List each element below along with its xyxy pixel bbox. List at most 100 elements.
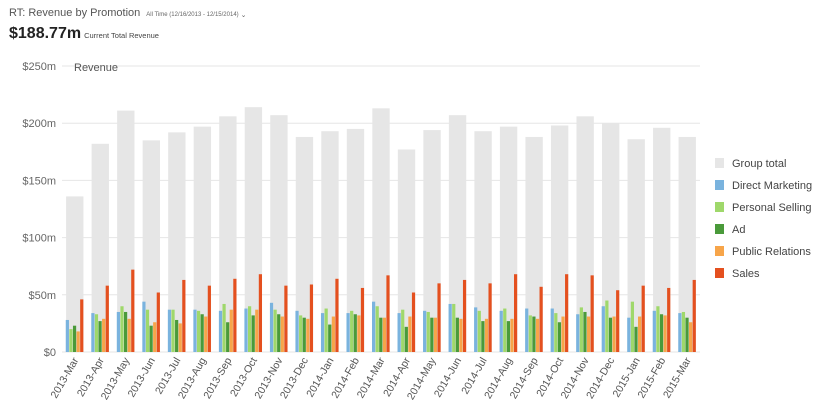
bar-personal-selling[interactable]	[503, 308, 507, 352]
bar-group-total[interactable]	[270, 115, 288, 352]
bar-sales[interactable]	[462, 279, 467, 352]
bar-direct-marketing[interactable]	[397, 313, 401, 352]
bar-sales[interactable]	[488, 283, 492, 352]
bar-personal-selling[interactable]	[681, 311, 686, 352]
bar-personal-selling[interactable]	[579, 307, 583, 352]
bar-sales[interactable]	[105, 285, 109, 352]
bar-ad[interactable]	[583, 311, 587, 352]
bar-ad[interactable]	[277, 314, 281, 352]
bar-group-total[interactable]	[142, 140, 160, 352]
bar-direct-marketing[interactable]	[525, 308, 529, 352]
bar-public-relations[interactable]	[408, 316, 412, 352]
bar-direct-marketing[interactable]	[576, 314, 580, 352]
bar-personal-selling[interactable]	[452, 303, 456, 352]
bar-sales[interactable]	[514, 274, 518, 352]
bar-direct-marketing[interactable]	[627, 317, 631, 352]
bar-sales[interactable]	[335, 278, 339, 352]
bar-personal-selling[interactable]	[120, 306, 124, 352]
bar-direct-marketing[interactable]	[550, 308, 554, 352]
bar-sales[interactable]	[309, 284, 314, 352]
bar-ad[interactable]	[328, 324, 332, 352]
bar-direct-marketing[interactable]	[193, 309, 197, 352]
bar-sales[interactable]	[667, 287, 671, 352]
bar-ad[interactable]	[557, 322, 562, 352]
bar-public-relations[interactable]	[306, 318, 310, 352]
bar-sales[interactable]	[80, 299, 84, 352]
bar-personal-selling[interactable]	[145, 309, 150, 352]
bar-personal-selling[interactable]	[324, 308, 328, 352]
bar-sales[interactable]	[437, 283, 441, 352]
bar-personal-selling[interactable]	[656, 306, 660, 352]
bar-group-total[interactable]	[397, 149, 416, 352]
bar-group-total[interactable]	[499, 126, 518, 353]
bar-sales[interactable]	[284, 285, 288, 352]
bar-public-relations[interactable]	[127, 318, 131, 352]
bar-group-total[interactable]	[219, 116, 237, 352]
bar-personal-selling[interactable]	[350, 310, 354, 352]
bar-direct-marketing[interactable]	[652, 310, 656, 352]
bar-group-total[interactable]	[117, 110, 135, 352]
bar-public-relations[interactable]	[331, 316, 335, 352]
bar-sales[interactable]	[360, 287, 365, 352]
bar-personal-selling[interactable]	[375, 306, 379, 352]
bar-public-relations[interactable]	[535, 318, 540, 352]
bar-ad[interactable]	[72, 325, 77, 352]
bar-direct-marketing[interactable]	[474, 307, 478, 352]
bar-public-relations[interactable]	[76, 331, 80, 352]
bar-personal-selling[interactable]	[299, 315, 303, 352]
bar-direct-marketing[interactable]	[91, 313, 95, 352]
bar-ad[interactable]	[608, 317, 613, 352]
bar-group-total[interactable]	[576, 116, 594, 352]
bar-group-total[interactable]	[66, 196, 84, 352]
bar-sales[interactable]	[565, 274, 569, 352]
bar-personal-selling[interactable]	[196, 310, 201, 352]
bar-group-total[interactable]	[193, 126, 212, 353]
bar-ad[interactable]	[200, 314, 204, 352]
bar-public-relations[interactable]	[510, 318, 514, 352]
bar-sales[interactable]	[258, 274, 262, 352]
bar-ad[interactable]	[455, 317, 459, 352]
bar-group-total[interactable]	[525, 136, 543, 352]
bar-public-relations[interactable]	[102, 318, 106, 352]
legend-label[interactable]: Personal Selling	[732, 202, 812, 214]
bar-direct-marketing[interactable]	[295, 310, 299, 352]
bar-personal-selling[interactable]	[248, 306, 252, 352]
bar-direct-marketing[interactable]	[320, 313, 325, 352]
bar-sales[interactable]	[641, 285, 645, 352]
bar-group-total[interactable]	[91, 143, 109, 352]
bar-personal-selling[interactable]	[222, 303, 226, 352]
bar-public-relations[interactable]	[638, 316, 642, 352]
bar-sales[interactable]	[156, 292, 160, 352]
bar-ad[interactable]	[353, 314, 357, 352]
bar-ad[interactable]	[226, 322, 230, 352]
bar-public-relations[interactable]	[433, 317, 438, 352]
date-range-dropdown[interactable]: All Time (12/16/2013 - 12/15/2014) ⌄	[146, 11, 246, 19]
bar-public-relations[interactable]	[204, 316, 208, 352]
bar-personal-selling[interactable]	[528, 315, 532, 352]
legend-label[interactable]: Public Relations	[732, 246, 811, 258]
bar-public-relations[interactable]	[689, 322, 693, 352]
bar-direct-marketing[interactable]	[116, 311, 120, 352]
bar-group-total[interactable]	[321, 131, 339, 352]
bar-sales[interactable]	[692, 279, 696, 352]
bar-ad[interactable]	[251, 315, 255, 352]
bar-group-total[interactable]	[346, 128, 365, 352]
bar-ad[interactable]	[98, 321, 102, 352]
bar-ad[interactable]	[404, 326, 408, 352]
bar-group-total[interactable]	[474, 131, 492, 352]
bar-ad[interactable]	[175, 319, 179, 352]
bar-group-total[interactable]	[168, 132, 186, 352]
bar-ad[interactable]	[634, 326, 638, 352]
bar-public-relations[interactable]	[229, 309, 233, 352]
bar-group-total[interactable]	[295, 136, 314, 352]
bar-direct-marketing[interactable]	[218, 310, 223, 352]
bar-personal-selling[interactable]	[477, 310, 481, 352]
legend-label[interactable]: Direct Marketing	[732, 180, 812, 192]
bar-public-relations[interactable]	[586, 316, 591, 352]
bar-ad[interactable]	[302, 317, 306, 352]
bar-personal-selling[interactable]	[426, 311, 430, 352]
bar-ad[interactable]	[430, 317, 434, 352]
bar-group-total[interactable]	[602, 123, 620, 352]
bar-direct-marketing[interactable]	[499, 310, 503, 352]
legend-label[interactable]: Group total	[732, 158, 786, 170]
